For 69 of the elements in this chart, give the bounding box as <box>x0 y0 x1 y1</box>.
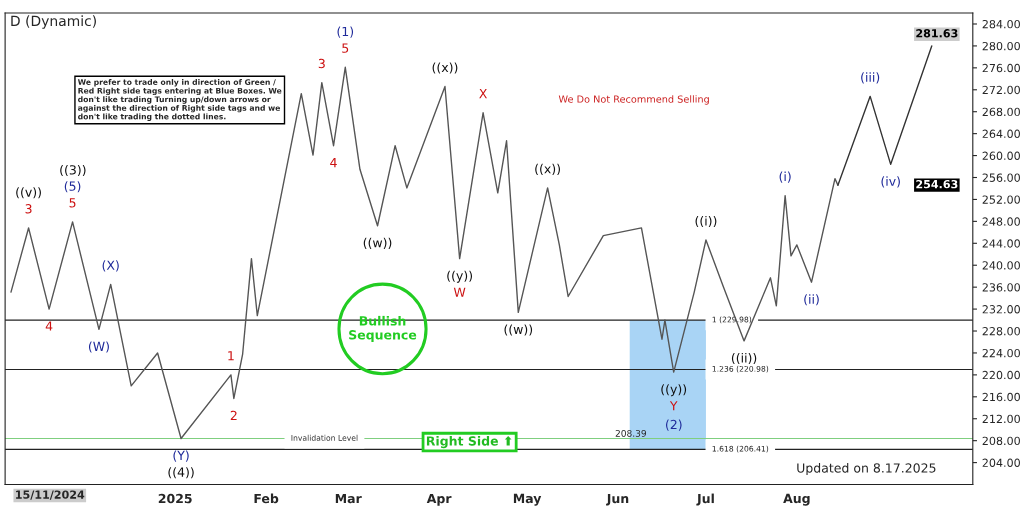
x-tick-label: Jun <box>606 493 629 506</box>
y-tick-label: 272.00 <box>982 85 1020 95</box>
annotation: (W) <box>88 341 109 353</box>
annotation: X <box>479 89 487 99</box>
y-tick-label: 264.00 <box>982 129 1020 139</box>
annotation: Y <box>669 401 678 411</box>
annotation: ((i)) <box>695 215 717 228</box>
annotation: 4 <box>330 158 337 168</box>
annotation: 5 <box>69 198 76 208</box>
annotation: We Do Not Recommend Selling <box>558 95 709 105</box>
annotation: ((ii)) <box>731 352 757 365</box>
x-tick-label: Aug <box>783 493 810 506</box>
annotation: 254.63 <box>916 179 958 189</box>
y-tick-label: 248.00 <box>982 217 1020 226</box>
annotation: (i) <box>779 171 791 183</box>
x-tick-label: Mar <box>335 493 362 504</box>
annotation: 208.39 <box>615 429 647 437</box>
y-tick-label: 232.00 <box>982 305 1020 314</box>
y-tick-label: 208.00 <box>982 436 1020 446</box>
annotation: (2) <box>666 419 682 431</box>
y-tick-label: 224.00 <box>982 348 1020 358</box>
y-tick-label: 204.00 <box>982 458 1020 467</box>
y-tick-label: 220.00 <box>982 370 1020 380</box>
x-tick-label: Feb <box>254 493 279 504</box>
annotation: ((y)) <box>447 270 473 283</box>
annotation: ((y)) <box>661 384 687 397</box>
annotation: (X) <box>102 260 119 272</box>
y-tick-label: 228.00 <box>982 326 1020 336</box>
y-tick-label: 212.00 <box>982 414 1020 424</box>
y-tick-label: 260.00 <box>982 151 1020 160</box>
y-tick-label: 268.00 <box>982 107 1020 117</box>
annotation: ((v)) <box>16 187 41 199</box>
annotation: (1) <box>337 26 354 38</box>
annotation: (Y) <box>173 450 189 462</box>
annotation: ((x)) <box>432 62 458 74</box>
annotation: 3 <box>25 204 32 214</box>
annotation: W <box>453 287 466 297</box>
annotation: (ii) <box>804 294 819 306</box>
annotation: ((3)) <box>60 164 86 177</box>
annotation: 3 <box>318 58 325 69</box>
annotation: 281.63 <box>916 29 958 38</box>
annotation: ((4)) <box>168 467 194 479</box>
annotation: (5) <box>64 181 81 193</box>
y-tick-label: 216.00 <box>982 392 1020 402</box>
x-tick-label: Jul <box>696 493 714 506</box>
y-tick-label: 276.00 <box>982 63 1020 73</box>
annotation: 2 <box>230 410 237 420</box>
y-tick-label: 240.00 <box>982 261 1020 270</box>
x-tick-label: Apr <box>426 493 452 506</box>
annotation: Updated on 8.17.2025 <box>797 463 936 476</box>
x-tick-label: 2025 <box>158 493 192 504</box>
y-tick-label: 256.00 <box>982 173 1020 182</box>
annotation: ((w)) <box>504 324 533 336</box>
annotation: 5 <box>342 43 349 53</box>
annotation: (iv) <box>881 176 900 188</box>
annotation: (iii) <box>861 72 880 84</box>
x-tick-label: May <box>513 493 542 506</box>
y-tick-label: 252.00 <box>982 195 1020 204</box>
chart-title: D (Dynamic) <box>11 15 96 29</box>
annotation: Right Side ⬆ <box>426 436 512 449</box>
y-tick-label: 284.00 <box>982 19 1020 29</box>
annotation: 4 <box>45 321 53 331</box>
annotation: 1 <box>228 351 234 361</box>
annotation: ((w)) <box>363 237 392 249</box>
text: 15/11/2024 <box>16 490 85 500</box>
annotation: ((x)) <box>535 163 560 175</box>
y-tick-label: 280.00 <box>982 41 1020 51</box>
y-tick-label: 244.00 <box>982 239 1020 248</box>
y-tick-label: 236.00 <box>982 283 1020 292</box>
